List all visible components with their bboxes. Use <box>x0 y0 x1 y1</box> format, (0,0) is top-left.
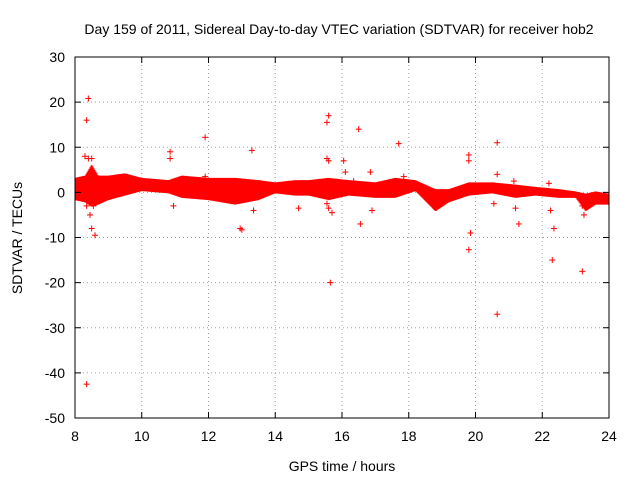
axis-ticks: 8 10 12 14 16 18 20 22 24 -50 -40 -30 -20 -10 0 10 20 30 <box>45 49 617 444</box>
data-point <box>167 155 174 162</box>
data-point <box>549 257 556 264</box>
data-point <box>90 202 97 209</box>
data-point <box>510 178 517 185</box>
data-point <box>295 205 302 212</box>
y-tick-label: 20 <box>49 94 65 110</box>
data-point <box>83 202 90 209</box>
data-point <box>400 173 407 180</box>
data-point <box>327 279 334 286</box>
data-point <box>494 171 501 178</box>
data-point <box>512 205 519 212</box>
data-point <box>325 205 332 212</box>
data-point <box>579 268 586 275</box>
data-point <box>395 140 402 147</box>
y-tick-label: 10 <box>49 139 65 155</box>
data-point <box>369 207 376 214</box>
data-point <box>494 311 501 318</box>
y-tick-label: -20 <box>45 275 65 291</box>
x-tick-label: 10 <box>134 428 150 444</box>
data-point <box>167 148 174 155</box>
x-tick-label: 22 <box>534 428 550 444</box>
data-point <box>170 202 177 209</box>
data-point <box>248 147 255 154</box>
data-point <box>92 232 99 239</box>
y-axis-label: SDTVAR / TECUs <box>9 182 25 294</box>
data-point <box>88 155 95 162</box>
y-tick-label: 30 <box>49 49 65 65</box>
data-point <box>465 157 472 164</box>
data-point <box>85 95 92 102</box>
data-point <box>357 220 364 227</box>
x-tick-label: 8 <box>71 428 79 444</box>
data-point <box>202 173 209 180</box>
data-point <box>547 207 554 214</box>
x-tick-label: 14 <box>267 428 283 444</box>
y-tick-label: -30 <box>45 320 65 336</box>
data-point <box>82 153 89 160</box>
data-point <box>579 202 586 209</box>
chart-title: Day 159 of 2011, Sidereal Day-to-day VTE… <box>84 21 593 37</box>
data-point <box>545 180 552 187</box>
y-tick-label: -50 <box>45 410 65 426</box>
data-point <box>340 157 347 164</box>
data-point <box>580 211 587 218</box>
data-point <box>250 207 257 214</box>
data-point <box>350 178 357 185</box>
data-point <box>355 126 362 133</box>
data-point <box>87 211 94 218</box>
data-point <box>323 200 330 207</box>
data-point <box>550 225 557 232</box>
data-band <box>74 164 610 212</box>
data-point <box>465 246 472 253</box>
y-tick-label: 0 <box>57 184 65 200</box>
data-point <box>367 169 374 176</box>
x-tick-label: 24 <box>601 428 617 444</box>
data-point <box>490 200 497 207</box>
data-point <box>323 119 330 126</box>
data-point <box>342 169 349 176</box>
data-point <box>515 220 522 227</box>
data-point <box>465 151 472 158</box>
y-tick-label: -10 <box>45 230 65 246</box>
data-point <box>88 225 95 232</box>
data-point <box>328 209 335 216</box>
outlier-points <box>82 95 587 388</box>
data-point <box>494 139 501 146</box>
x-tick-label: 20 <box>468 428 484 444</box>
data-point <box>83 381 90 388</box>
data-point <box>325 112 332 119</box>
grid <box>75 57 609 418</box>
x-axis-label: GPS time / hours <box>289 458 396 474</box>
x-tick-label: 18 <box>401 428 417 444</box>
data-point <box>325 157 332 164</box>
data-point <box>467 229 474 236</box>
y-tick-label: -40 <box>45 365 65 381</box>
data-point <box>202 134 209 141</box>
x-tick-label: 12 <box>201 428 217 444</box>
x-tick-label: 16 <box>334 428 350 444</box>
data-point <box>83 117 90 124</box>
data-point <box>238 226 245 233</box>
